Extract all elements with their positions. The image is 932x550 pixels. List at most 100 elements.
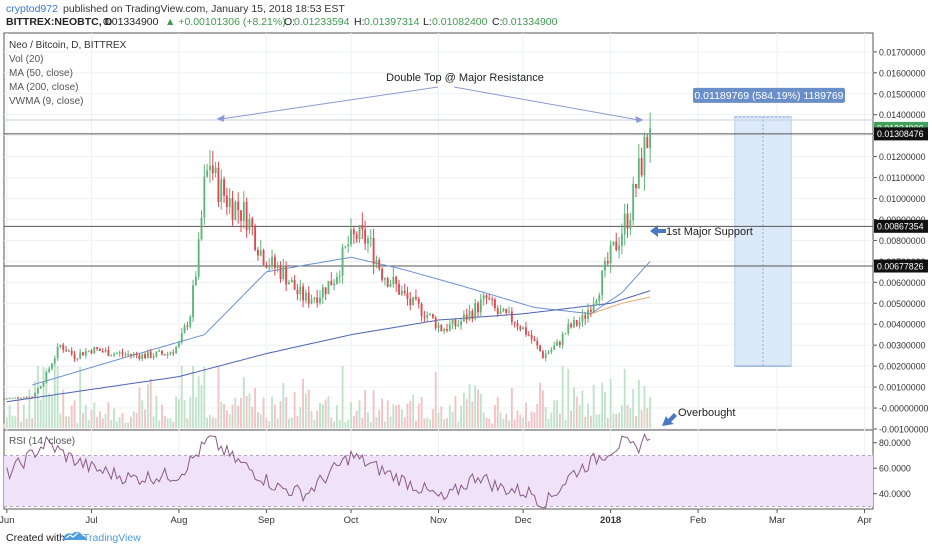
volume-bar (82, 412, 84, 428)
volume-bar (629, 407, 632, 428)
volume-bar (575, 396, 578, 428)
candle-body (578, 322, 581, 326)
time-tick-label: Jul (85, 515, 97, 526)
candle-body (223, 179, 226, 196)
volume-bar (25, 418, 28, 428)
candle-body (282, 265, 285, 279)
candle-body (330, 280, 333, 286)
candle-body (468, 311, 471, 320)
volume-bar (310, 410, 313, 428)
volume-bar (22, 404, 25, 428)
candle-body (84, 351, 87, 356)
volume-bar (649, 397, 652, 428)
volume-bar (344, 422, 347, 428)
volume-bar (299, 406, 302, 428)
volume-bar (73, 400, 76, 428)
volume-bar (319, 402, 321, 428)
legend-ma50[interactable]: MA (50, close) (9, 68, 73, 79)
volume-bar (14, 416, 17, 428)
high-value: 0.01397314 (364, 16, 420, 28)
volume-bar (632, 388, 635, 428)
candle-body (369, 238, 372, 240)
candle-body (372, 238, 375, 265)
volume-bar (502, 419, 505, 428)
candle-body (423, 316, 426, 318)
candle-body (347, 244, 350, 247)
candle-body (132, 353, 135, 356)
candle-body (90, 350, 93, 354)
candle-body (620, 234, 623, 246)
legend-vwma[interactable]: VWMA (9, close) (9, 96, 83, 107)
legend-vol[interactable]: Vol (20) (9, 54, 43, 65)
volume-bar (67, 416, 70, 428)
candle-body (313, 297, 316, 300)
author-name[interactable]: cryptod972 (6, 3, 58, 15)
price-tick-label: -0.00100000 (879, 425, 929, 435)
candle-body (39, 386, 42, 389)
candle-body (561, 334, 564, 345)
candle-body (426, 314, 429, 318)
candle-body (403, 290, 406, 293)
candle-body (186, 325, 189, 327)
candle-body (462, 314, 465, 322)
volume-bar (192, 366, 194, 428)
candle-body (62, 344, 65, 351)
candle-body (14, 397, 17, 399)
open-label: O: (284, 16, 295, 28)
volume-bar (462, 392, 465, 428)
candle-body (248, 218, 251, 231)
candle-body (259, 250, 262, 256)
volume-bar (536, 403, 539, 428)
candle-body (175, 346, 178, 353)
candle-body (575, 320, 578, 326)
volume-bar (539, 383, 542, 428)
candle-body (211, 165, 214, 174)
candle-body (192, 285, 194, 318)
candle-body (209, 165, 211, 171)
candle-body (65, 350, 68, 352)
candle-body (364, 229, 367, 244)
volume-bar (104, 413, 107, 428)
volume-bar (556, 400, 558, 428)
volume-bar (646, 408, 649, 428)
candle-body (42, 382, 45, 387)
volume-bar (606, 417, 609, 428)
volume-bar (279, 401, 282, 428)
candle-body (115, 353, 118, 355)
candle-body (22, 397, 25, 399)
volume-bar (242, 377, 245, 428)
legend-rsi[interactable]: RSI (14, close) (9, 436, 75, 447)
volume-bar (403, 417, 406, 428)
candle-body (327, 280, 330, 295)
candle-body (530, 334, 533, 340)
footer-brand[interactable]: TradingView (83, 532, 141, 544)
candle-body (460, 321, 463, 326)
candle-body (28, 396, 31, 398)
volume-bar (53, 366, 56, 428)
candle-body (485, 295, 488, 298)
candle-body (48, 368, 51, 373)
candle-body (316, 297, 319, 304)
candle-body (98, 349, 101, 351)
support-arrow-icon (650, 225, 666, 237)
volume-bar (547, 418, 550, 428)
volume-bar (152, 416, 155, 428)
price-tick-label: 0.00100000 (879, 383, 926, 393)
volume-bar (468, 384, 471, 428)
price-tick-label: 0.00500000 (879, 299, 926, 309)
legend-ma200[interactable]: MA (200, close) (9, 82, 78, 93)
candle-body (288, 282, 290, 285)
volume-bar (132, 411, 135, 428)
volume-bar (141, 400, 144, 428)
volume-bar (276, 418, 279, 428)
tradingview-logo-icon (62, 531, 86, 540)
candle-body (547, 352, 550, 354)
candle-body (601, 270, 604, 296)
volume-bar (541, 390, 544, 428)
candle-body (121, 352, 124, 355)
candle-body (5, 398, 8, 400)
volume-bar (530, 411, 533, 428)
volume-bar (513, 419, 516, 428)
volume-bar (383, 421, 386, 428)
volume-bar (186, 418, 189, 428)
